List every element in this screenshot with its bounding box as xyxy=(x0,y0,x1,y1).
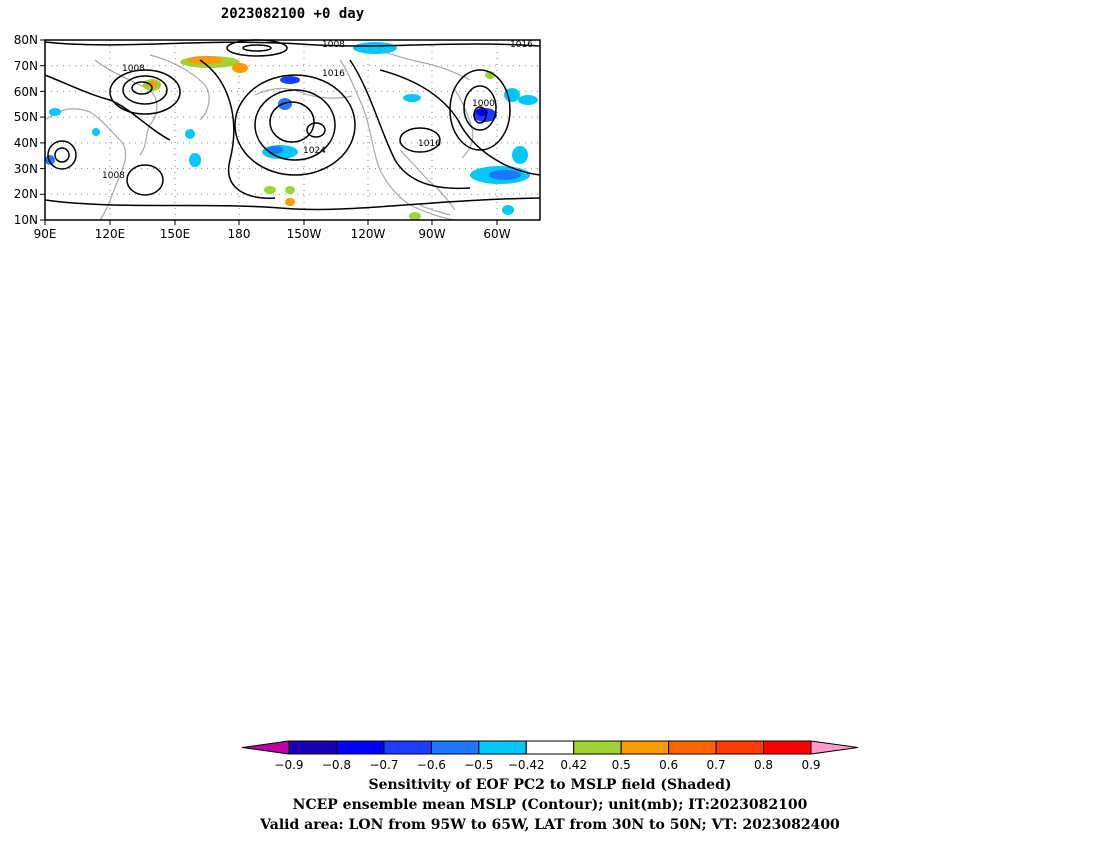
lat-tick-label: 60N xyxy=(14,85,38,99)
colorbar-box xyxy=(763,740,812,755)
colorbar: −0.9 −0.8 −0.7 −0.6 −0.5 −0.42 0.42 0.5 0.6 0.7 0.… xyxy=(241,740,859,772)
lon-tick-label: 90E xyxy=(34,227,57,241)
lat-tick-label: 30N xyxy=(14,162,38,176)
caption-line-1: Sensitivity of EOF PC2 to MSLP field (Sh… xyxy=(368,777,732,793)
contour-label: 1016 xyxy=(322,69,345,79)
lon-axis: 90E 120E 150E 180 150W 120W 90W 60W xyxy=(34,220,511,241)
colorbar-tick-label: 0.6 xyxy=(659,758,678,772)
lon-tick-label: 90W xyxy=(418,227,445,241)
colorbar-box xyxy=(430,740,480,755)
colorbar-high-triangle xyxy=(810,740,859,755)
contour-label: 1008 xyxy=(102,171,125,181)
colorbar-box xyxy=(288,740,337,755)
colorbar-tick-label: −0.9 xyxy=(274,758,303,772)
colorbar-tick-label: −0.42 xyxy=(508,758,545,772)
lon-tick-label: 60W xyxy=(483,227,510,241)
lon-tick-label: 120W xyxy=(351,227,386,241)
colorbar-box xyxy=(335,740,385,755)
lat-tick-label: 20N xyxy=(14,187,38,201)
colorbar-tick-label: 0.8 xyxy=(754,758,773,772)
colorbar-tick-label: 0.9 xyxy=(801,758,820,772)
lat-axis: 80N 70N 60N 50N 40N 30N 20N 10N xyxy=(14,33,45,227)
colorbar-low-triangle xyxy=(241,740,290,755)
lat-tick-label: 10N xyxy=(14,213,38,227)
colorbar-box xyxy=(383,740,432,755)
colorbar-tick-label: 0.7 xyxy=(707,758,726,772)
contour-label: 1008 xyxy=(122,64,145,74)
contour-label: 1016 xyxy=(418,139,441,149)
contour-label: 1024 xyxy=(303,146,326,156)
contour-label: 1016 xyxy=(510,40,533,50)
colorbar-box xyxy=(525,740,575,755)
lat-tick-label: 80N xyxy=(14,33,38,47)
contour-label: 1008 xyxy=(322,40,345,50)
mslp-contours xyxy=(44,39,541,211)
colorbar-box xyxy=(573,740,622,755)
lat-tick-label: 70N xyxy=(14,59,38,73)
lon-tick-label: 150E xyxy=(160,227,191,241)
plot-title: 2023082100 +0 day xyxy=(220,6,365,22)
colorbar-box xyxy=(715,740,765,755)
lon-tick-label: 120E xyxy=(95,227,126,241)
colorbar-tick-label: −0.5 xyxy=(464,758,493,772)
lon-tick-label: 180 xyxy=(228,227,251,241)
colorbar-tick-label: −0.7 xyxy=(369,758,398,772)
colorbar-tick-label: 0.42 xyxy=(560,758,587,772)
lat-tick-label: 40N xyxy=(14,136,38,150)
colorbar-tick-label: −0.6 xyxy=(417,758,446,772)
colorbar-tick-label: 0.5 xyxy=(612,758,631,772)
caption-line-2: NCEP ensemble mean MSLP (Contour); unit(… xyxy=(292,797,808,813)
colorbar-box xyxy=(478,740,527,755)
colorbar-tick-label: −0.8 xyxy=(322,758,351,772)
lat-tick-label: 50N xyxy=(14,110,38,124)
contour-labels: 1008 1008 1016 1016 1016 1000 1024 1008 xyxy=(102,40,533,181)
lon-tick-label: 150W xyxy=(287,227,322,241)
colorbar-box xyxy=(620,740,670,755)
map-frame xyxy=(44,39,541,221)
contour-label: 1000 xyxy=(472,99,495,109)
caption-line-3: Valid area: LON from 95W to 65W, LAT fro… xyxy=(260,817,840,833)
colorbar-box xyxy=(668,740,717,755)
